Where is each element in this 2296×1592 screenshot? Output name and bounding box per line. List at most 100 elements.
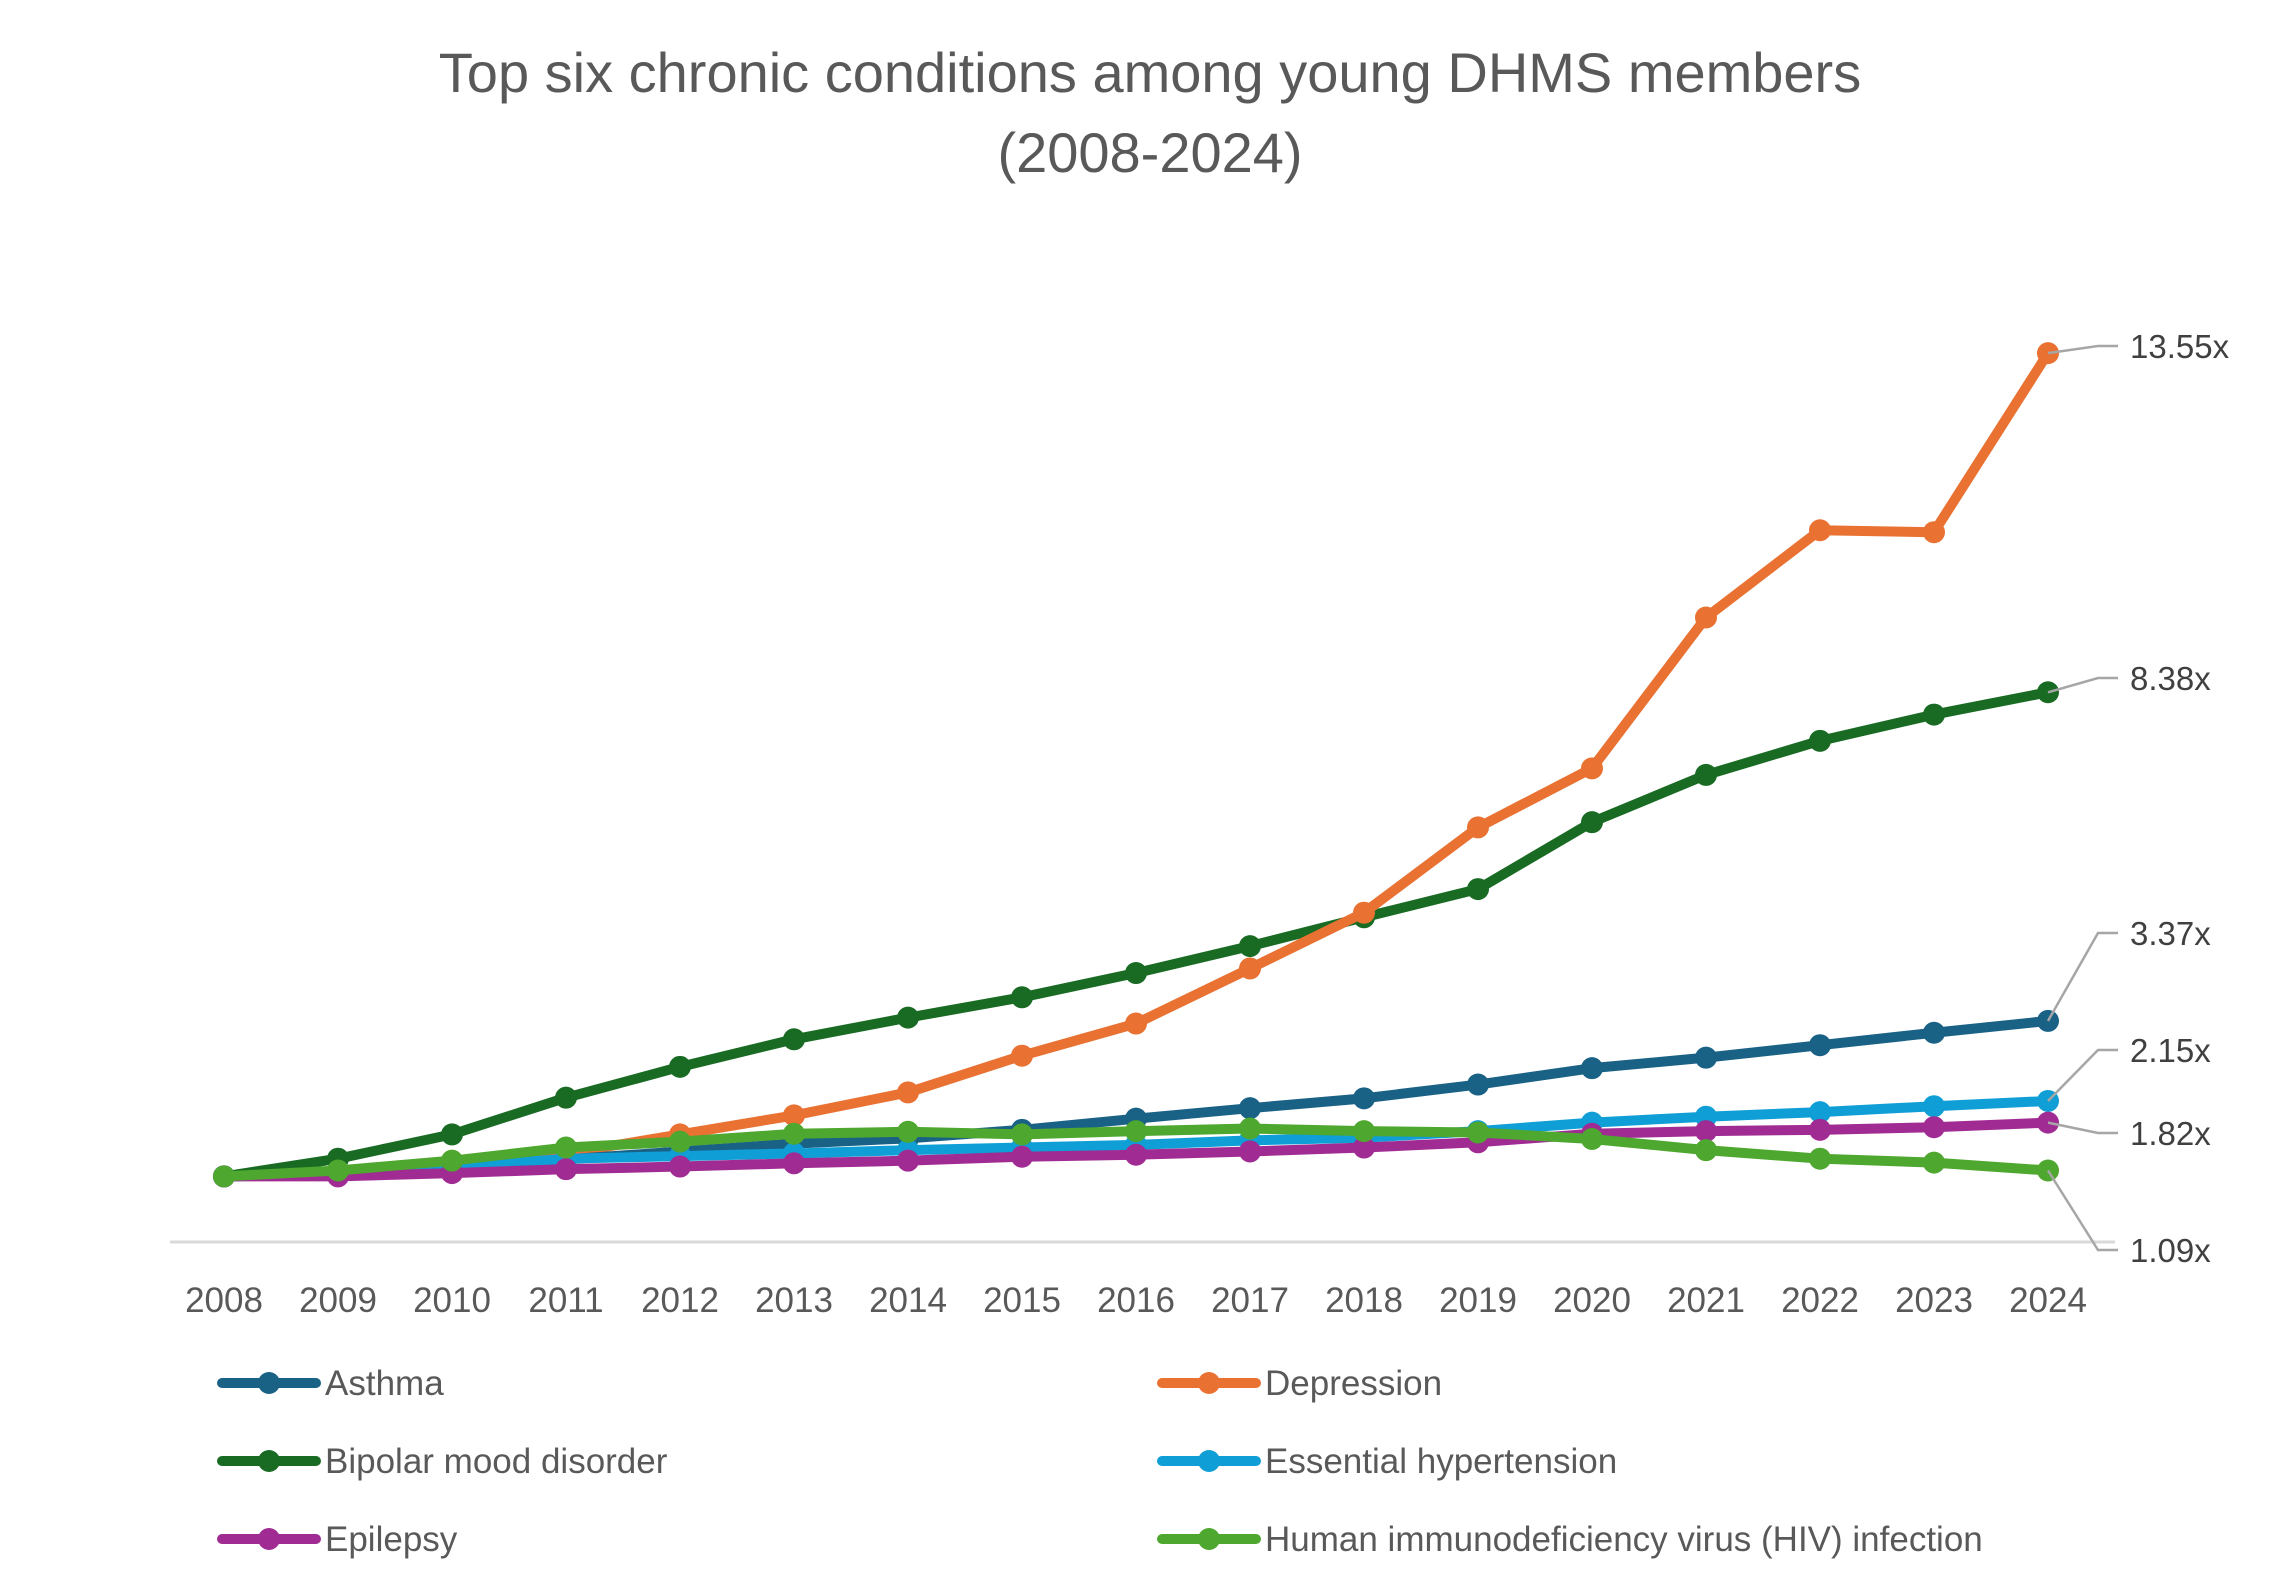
x-tick-label-2008: 2008 [185, 1281, 263, 1320]
point-asthma-2017 [1239, 1097, 1261, 1120]
legend-label: Depression [1265, 1364, 1442, 1403]
legend-dot-marker [1198, 1528, 1220, 1550]
x-tick-label-2013: 2013 [755, 1281, 833, 1320]
point-human-immunodeficiency-virus-hiv-infection-2016 [1125, 1120, 1147, 1143]
x-tick-label-2020: 2020 [1553, 1281, 1631, 1320]
series-layer [213, 342, 2059, 1188]
point-bipolar-mood-disorder-2012 [669, 1055, 691, 1078]
point-epilepsy-2016 [1125, 1143, 1147, 1166]
legend-label: Human immunodeficiency virus (HIV) infec… [1265, 1520, 1983, 1559]
legend-dot-marker [258, 1528, 280, 1550]
point-human-immunodeficiency-virus-hiv-infection-2015 [1011, 1123, 1033, 1146]
point-asthma-2020 [1581, 1057, 1603, 1080]
end-label-essential-hypertension: 2.15x [2130, 1032, 2211, 1069]
leader-line-bipolar-mood-disorder [2047, 676, 2118, 694]
point-human-immunodeficiency-virus-hiv-infection-2011 [555, 1136, 577, 1159]
chart-title: Top six chronic conditions among young D… [439, 41, 1861, 104]
point-depression-2022 [1809, 519, 1831, 542]
leader-line-epilepsy [2047, 1121, 2118, 1135]
x-tick-label-2012: 2012 [641, 1281, 719, 1320]
point-bipolar-mood-disorder-2016 [1125, 962, 1147, 985]
chart-subtitle: (2008-2024) [997, 121, 1302, 184]
point-human-immunodeficiency-virus-hiv-infection-2013 [783, 1122, 805, 1145]
point-epilepsy-2014 [897, 1149, 919, 1172]
point-bipolar-mood-disorder-2020 [1581, 811, 1603, 834]
legend-item-essential-hypertension: Essential hypertension [1157, 1442, 1617, 1481]
x-tick-label-2023: 2023 [1895, 1281, 1973, 1320]
legend-item-epilepsy: Epilepsy [217, 1520, 458, 1559]
legend: Asthma Depression Bipolar mood disorder Ess… [217, 1364, 1983, 1559]
point-bipolar-mood-disorder-2021 [1695, 763, 1717, 786]
point-bipolar-mood-disorder-2023 [1923, 703, 1945, 726]
x-tick-label-2016: 2016 [1097, 1281, 1175, 1320]
legend-item-depression: Depression [1157, 1364, 1442, 1403]
x-tick-label-2019: 2019 [1439, 1281, 1517, 1320]
x-tick-label-2015: 2015 [983, 1281, 1061, 1320]
point-epilepsy-2023 [1923, 1116, 1945, 1139]
point-epilepsy-2012 [669, 1155, 691, 1178]
x-tick-label-2021: 2021 [1667, 1281, 1745, 1320]
point-human-immunodeficiency-virus-hiv-infection-2019 [1467, 1121, 1489, 1144]
line-bipolar-mood-disorder [219, 687, 2053, 1182]
legend-dot-marker [258, 1372, 280, 1394]
point-human-immunodeficiency-virus-hiv-infection-2018 [1353, 1120, 1375, 1143]
point-bipolar-mood-disorder-2022 [1809, 729, 1831, 752]
point-asthma-2018 [1353, 1087, 1375, 1110]
point-depression-2015 [1011, 1044, 1033, 1067]
legend-dot-marker [258, 1450, 280, 1472]
x-tick-label-2022: 2022 [1781, 1281, 1859, 1320]
legend-dot-marker [1198, 1450, 1220, 1472]
point-depression-2020 [1581, 757, 1603, 780]
point-bipolar-mood-disorder-2010 [441, 1123, 463, 1146]
point-asthma-2019 [1467, 1073, 1489, 1096]
x-tick-label-2024: 2024 [2009, 1281, 2087, 1320]
legend-label: Essential hypertension [1265, 1442, 1617, 1481]
point-epilepsy-2021 [1695, 1120, 1717, 1143]
legend-label: Bipolar mood disorder [325, 1442, 668, 1481]
point-bipolar-mood-disorder-2019 [1467, 878, 1489, 901]
legend-dot-marker [1198, 1372, 1220, 1394]
end-label-bipolar-mood-disorder: 8.38x [2130, 660, 2211, 697]
point-human-immunodeficiency-virus-hiv-infection-2021 [1695, 1139, 1717, 1162]
x-tick-label-2018: 2018 [1325, 1281, 1403, 1320]
x-tick-label-2014: 2014 [869, 1281, 947, 1320]
point-asthma-2021 [1695, 1046, 1717, 1069]
series-depression [213, 342, 2059, 1188]
point-epilepsy-2022 [1809, 1118, 1831, 1141]
end-labels: 3.37x 13.55x 8.38x 2.15x 1.82x 1.09x [2046, 328, 2230, 1269]
point-epilepsy-2017 [1239, 1140, 1261, 1163]
end-label-human-immunodeficiency-virus-hiv-infection: 1.09x [2130, 1232, 2211, 1269]
point-epilepsy-2015 [1011, 1145, 1033, 1168]
point-depression-2019 [1467, 816, 1489, 839]
point-epilepsy-2018 [1353, 1136, 1375, 1159]
point-bipolar-mood-disorder-2014 [897, 1006, 919, 1029]
leader-line-depression [2047, 344, 2118, 355]
point-human-immunodeficiency-virus-hiv-infection-2022 [1809, 1147, 1831, 1170]
series-human-immunodeficiency-virus-hiv-infection [213, 1117, 2059, 1188]
leader-line-essential-hypertension [2047, 1048, 2118, 1102]
point-depression-2018 [1353, 901, 1375, 924]
legend-item-human-immunodeficiency-virus-hiv-infection: Human immunodeficiency virus (HIV) infec… [1157, 1520, 1983, 1559]
end-label-asthma: 3.37x [2130, 915, 2211, 952]
point-bipolar-mood-disorder-2013 [783, 1028, 805, 1051]
legend-label: Epilepsy [325, 1520, 458, 1559]
leader-line-asthma [2046, 931, 2118, 1022]
point-human-immunodeficiency-virus-hiv-infection-2010 [441, 1149, 463, 1172]
point-human-immunodeficiency-virus-hiv-infection-2012 [669, 1130, 691, 1153]
point-human-immunodeficiency-virus-hiv-infection-2017 [1239, 1117, 1261, 1140]
point-essential-hypertension-2022 [1809, 1101, 1831, 1124]
point-epilepsy-2013 [783, 1152, 805, 1175]
end-label-epilepsy: 1.82x [2130, 1115, 2211, 1152]
x-tick-label-2017: 2017 [1211, 1281, 1289, 1320]
point-human-immunodeficiency-virus-hiv-infection-2014 [897, 1120, 919, 1143]
point-asthma-2023 [1923, 1021, 1945, 1044]
point-asthma-2022 [1809, 1034, 1831, 1057]
point-essential-hypertension-2023 [1923, 1095, 1945, 1118]
point-epilepsy-2011 [555, 1158, 577, 1181]
legend-item-bipolar-mood-disorder: Bipolar mood disorder [217, 1442, 668, 1481]
point-bipolar-mood-disorder-2015 [1011, 986, 1033, 1009]
point-asthma-2024 [2037, 1009, 2059, 1032]
point-human-immunodeficiency-virus-hiv-infection-2020 [1581, 1128, 1603, 1151]
point-human-immunodeficiency-virus-hiv-infection-2008 [213, 1165, 235, 1188]
